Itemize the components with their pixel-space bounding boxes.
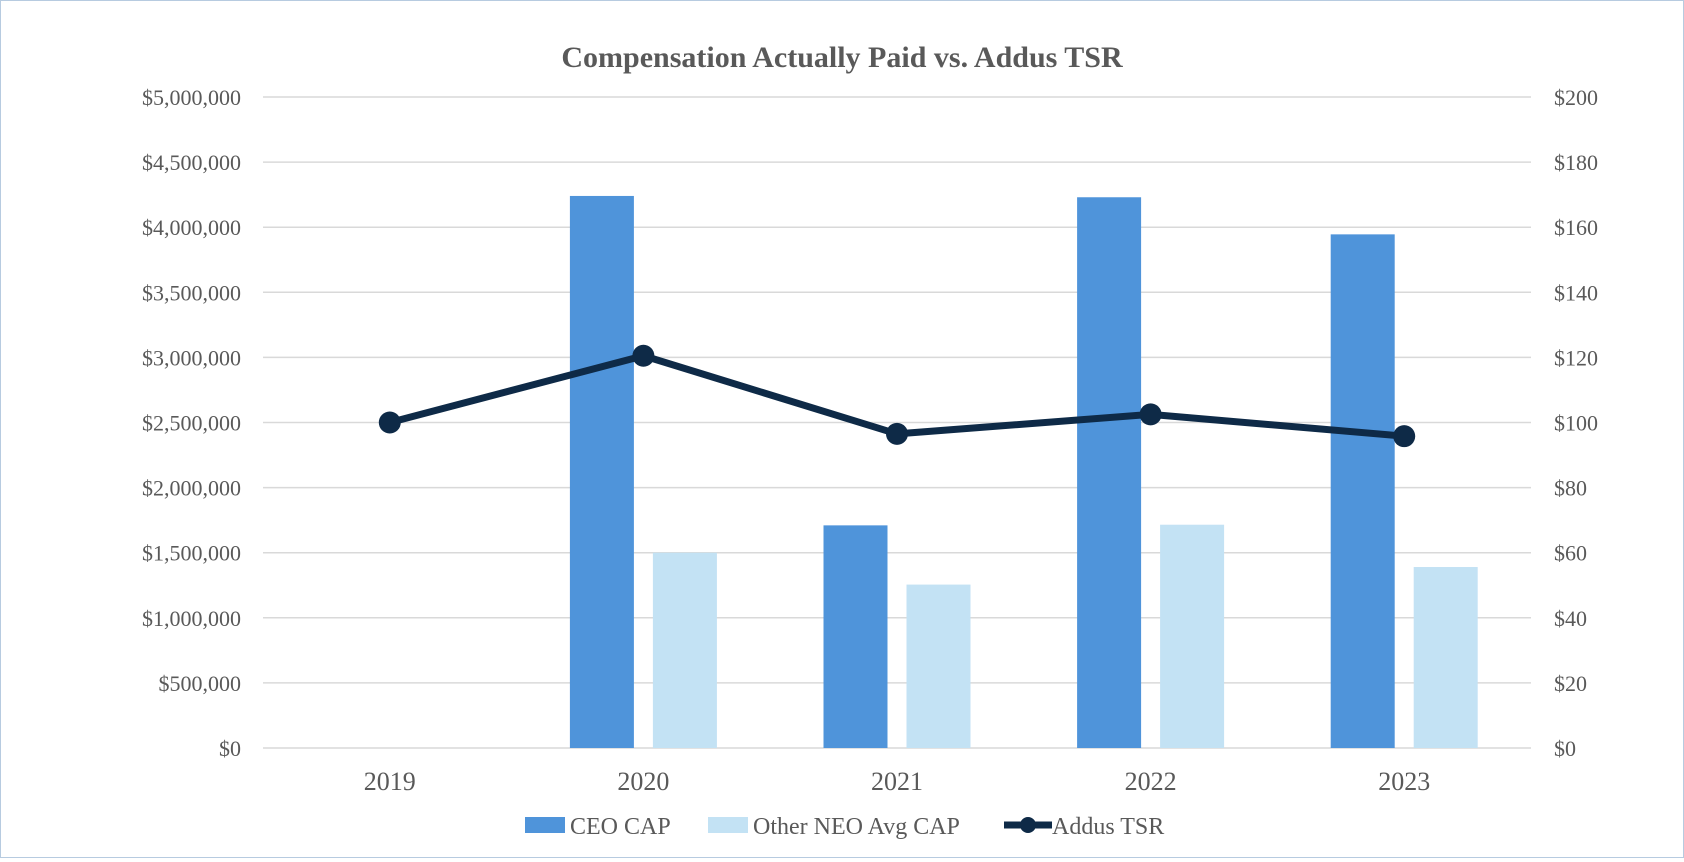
left-tick-label: $500,000 (159, 671, 242, 696)
x-axis-ticks: 2019 2020 2021 2022 2023 (364, 767, 1430, 796)
right-tick-label: $120 (1554, 345, 1598, 370)
x-tick-label: 2019 (364, 767, 416, 796)
tsr-point-2020 (632, 344, 655, 367)
tsr-point-2023 (1393, 425, 1416, 448)
right-tick-label: $140 (1554, 280, 1598, 305)
tsr-point-2022 (1139, 403, 1162, 426)
line-layer (378, 344, 1416, 448)
legend-label: Other NEO Avg CAP (753, 814, 960, 840)
left-tick-label: $3,000,000 (142, 345, 241, 370)
bar-ceo-cap-2023 (1330, 234, 1395, 749)
bar-other-neo-avg-cap-2022 (1160, 524, 1225, 748)
x-tick-label: 2020 (617, 767, 669, 796)
right-tick-label: $80 (1554, 476, 1587, 501)
left-tick-label: $4,000,000 (142, 215, 241, 240)
left-tick-label: $1,000,000 (142, 606, 241, 631)
left-tick-label: $0 (219, 736, 241, 761)
legend-marker (1020, 817, 1036, 833)
x-tick-label: 2022 (1125, 767, 1177, 796)
x-tick-label: 2021 (871, 767, 923, 796)
legend-swatch-1 (708, 817, 748, 833)
tsr-point-2019 (378, 411, 401, 434)
legend: CEO CAP Other NEO Avg CAP Addus TSR (525, 814, 1164, 840)
right-tick-label: $160 (1554, 215, 1598, 240)
left-axis-ticks: $0 $500,000 $1,000,000 $1,500,000 $2,000,000… (142, 85, 241, 761)
right-tick-label: $0 (1554, 736, 1576, 761)
left-tick-label: $2,000,000 (142, 476, 241, 501)
left-tick-label: $3,500,000 (142, 280, 241, 305)
right-tick-label: $100 (1554, 411, 1598, 436)
right-tick-label: $60 (1554, 541, 1587, 566)
bar-ceo-cap-2020 (569, 195, 634, 748)
left-tick-label: $2,500,000 (142, 411, 241, 436)
left-tick-label: $5,000,000 (142, 85, 241, 110)
grid-layer (263, 96, 1531, 749)
tsr-point-2021 (886, 422, 908, 445)
bar-other-neo-avg-cap-2021 (906, 584, 971, 748)
right-tick-label: $20 (1554, 671, 1587, 696)
bars-layer (569, 195, 1478, 749)
right-tick-label: $200 (1554, 85, 1598, 110)
bar-ceo-cap-2021 (823, 525, 888, 748)
right-tick-label: $40 (1554, 606, 1587, 631)
left-tick-label: $4,500,000 (142, 150, 241, 175)
bar-other-neo-avg-cap-2023 (1413, 567, 1478, 748)
legend-label: Addus TSR (1052, 814, 1164, 840)
right-tick-label: $180 (1554, 150, 1598, 175)
bar-ceo-cap-2022 (1077, 197, 1142, 748)
bar-other-neo-avg-cap-2020 (652, 552, 717, 748)
left-tick-label: $1,500,000 (142, 541, 241, 566)
legend-label: CEO CAP (570, 814, 671, 840)
legend-swatch-0 (525, 817, 565, 833)
chart-title: Compensation Actually Paid vs. Addus TSR (561, 41, 1123, 74)
right-axis-ticks: $0 $20 $40 $60 $80 $100 $120 $140 $160 $180 $200 (1554, 85, 1598, 761)
x-tick-label: 2023 (1378, 767, 1430, 796)
